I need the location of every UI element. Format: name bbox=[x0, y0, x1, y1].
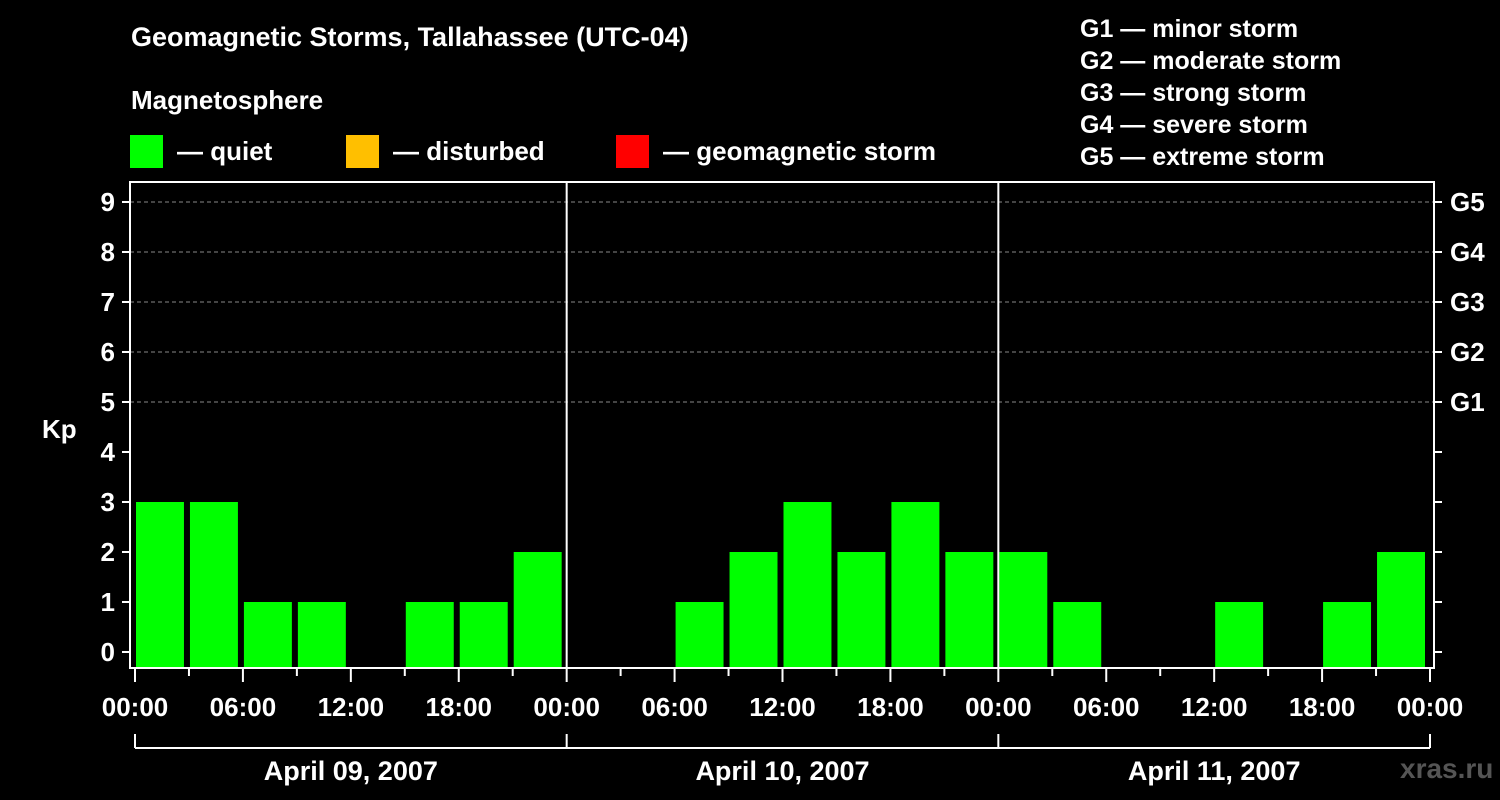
kp-bar bbox=[729, 552, 778, 668]
x-tick-label: 00:00 bbox=[965, 692, 1032, 722]
kp-bar bbox=[837, 552, 886, 668]
kp-bar bbox=[513, 552, 562, 668]
day-label: April 11, 2007 bbox=[1128, 756, 1301, 786]
g-legend-g1: G1 — minor storm bbox=[1080, 15, 1299, 43]
x-tick-label: 18:00 bbox=[426, 692, 493, 722]
kp-bar bbox=[1053, 602, 1102, 668]
g-legend-g5: G5 — extreme storm bbox=[1080, 143, 1325, 171]
legend-item-disturbed: — disturbed bbox=[346, 134, 545, 168]
legend-swatch-quiet bbox=[130, 134, 163, 168]
magnetosphere-heading: Magnetosphere bbox=[131, 85, 324, 115]
legend-swatch-disturbed bbox=[346, 134, 379, 168]
y-tick-label: 9 bbox=[101, 187, 115, 217]
kp-bar bbox=[945, 552, 994, 668]
legend-item-storm: — geomagnetic storm bbox=[616, 134, 936, 168]
x-tick-label: 06:00 bbox=[1073, 692, 1140, 722]
y-tick-label: 2 bbox=[101, 537, 115, 567]
g-tick-label: G4 bbox=[1450, 237, 1485, 267]
kp-bar bbox=[136, 502, 184, 668]
g-tick-label: G2 bbox=[1450, 337, 1485, 367]
x-tick-label: 12:00 bbox=[318, 692, 385, 722]
x-tick-label: 18:00 bbox=[857, 692, 924, 722]
legend-label-disturbed: — disturbed bbox=[393, 135, 545, 166]
day-label: April 10, 2007 bbox=[695, 756, 869, 786]
g-legend-g3: G3 — strong storm bbox=[1080, 79, 1307, 107]
g-tick-label: G5 bbox=[1450, 187, 1485, 217]
y-tick-label: 3 bbox=[101, 487, 115, 517]
g-tick-label: G3 bbox=[1450, 287, 1485, 317]
legend-label-quiet: — quiet bbox=[177, 135, 273, 166]
kp-bar bbox=[1215, 602, 1264, 668]
legend-swatch-storm bbox=[616, 134, 649, 168]
x-tick-label: 12:00 bbox=[1181, 692, 1248, 722]
x-tick-label: 00:00 bbox=[1397, 692, 1464, 722]
legend-label-storm: — geomagnetic storm bbox=[663, 135, 937, 166]
g-scale-legend: G1 — minor storm G2 — moderate storm G3 … bbox=[1080, 13, 1341, 173]
chart-title: Geomagnetic Storms, Tallahassee (UTC-04) bbox=[131, 22, 689, 52]
g-tick-label: G1 bbox=[1450, 387, 1485, 417]
legend-item-quiet: — quiet bbox=[130, 134, 272, 168]
watermark: xras.ru bbox=[1400, 753, 1494, 784]
kp-bar bbox=[459, 602, 508, 668]
y-tick-label: 0 bbox=[101, 637, 115, 667]
plot-frame bbox=[129, 181, 1435, 669]
y-tick-label: 7 bbox=[101, 287, 115, 317]
g-legend-g2: G2 — moderate storm bbox=[1080, 47, 1342, 75]
g-legend-g4: G4 — severe storm bbox=[1080, 111, 1308, 139]
kp-bar bbox=[189, 502, 238, 668]
x-tick-label: 12:00 bbox=[749, 692, 816, 722]
kp-bar bbox=[1377, 552, 1425, 668]
kp-bar bbox=[1323, 602, 1372, 668]
kp-bar bbox=[999, 552, 1048, 668]
kp-bar bbox=[243, 602, 292, 668]
y-tick-label: 1 bbox=[101, 587, 115, 617]
y-tick-label: 8 bbox=[101, 237, 115, 267]
kp-bar bbox=[297, 602, 346, 668]
kp-bar bbox=[783, 502, 832, 668]
x-tick-label: 00:00 bbox=[102, 692, 169, 722]
day-label: April 09, 2007 bbox=[264, 756, 438, 786]
kp-bar bbox=[405, 602, 454, 668]
y-tick-label: 5 bbox=[101, 387, 115, 417]
x-tick-label: 06:00 bbox=[210, 692, 277, 722]
kp-bar bbox=[891, 502, 940, 668]
x-tick-label: 06:00 bbox=[641, 692, 708, 722]
y-tick-label: 4 bbox=[101, 437, 116, 467]
y-tick-label: 6 bbox=[101, 337, 115, 367]
y-axis-label: Kp bbox=[42, 414, 77, 444]
x-tick-label: 00:00 bbox=[533, 692, 600, 722]
kp-bar bbox=[675, 602, 724, 668]
x-tick-label: 18:00 bbox=[1289, 692, 1356, 722]
